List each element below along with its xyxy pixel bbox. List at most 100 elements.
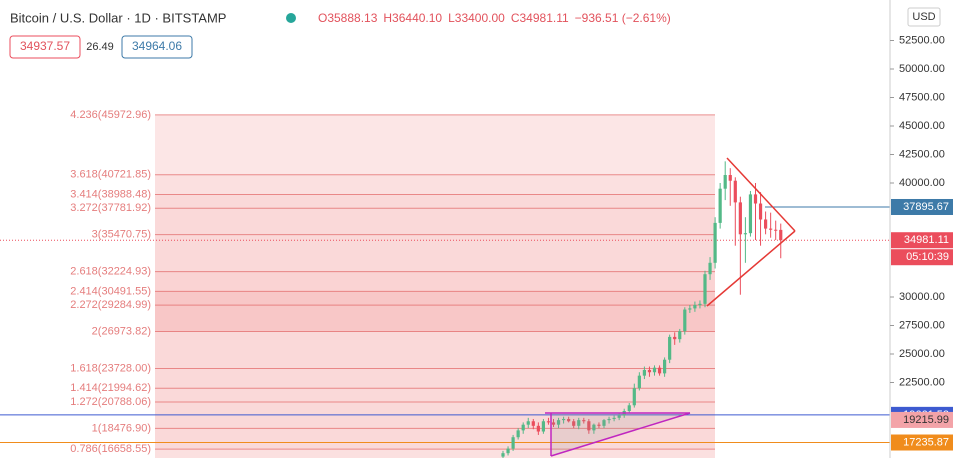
fib-label: 4.236(45972.96) xyxy=(70,109,151,121)
pennant-line xyxy=(706,230,796,307)
bid-box[interactable] xyxy=(9,35,81,59)
fib-band xyxy=(155,234,715,272)
candle-body xyxy=(753,194,758,204)
fib-label: 2(26973.82) xyxy=(92,325,151,337)
price-tag-label: 34981.11 xyxy=(904,234,949,246)
candle-body xyxy=(769,228,773,230)
y-tick-label: 27500.00 xyxy=(899,319,945,331)
fib-band xyxy=(155,388,715,403)
price-tag xyxy=(891,232,953,249)
price-tag xyxy=(891,434,953,451)
fib-label: 1.618(23728.00) xyxy=(70,362,151,374)
candle-body xyxy=(602,420,606,426)
fib-label: 3.414(38988.48) xyxy=(70,188,151,200)
candle-body xyxy=(612,417,616,419)
candle-body xyxy=(673,336,677,340)
currency: USD xyxy=(912,11,935,23)
price-tag-label: 19215.99 xyxy=(903,414,949,426)
price-tag-label: 17235.87 xyxy=(903,436,949,448)
candle-body xyxy=(556,420,561,425)
candle-body xyxy=(657,367,662,374)
candle-body xyxy=(683,309,687,332)
y-tick-label: 25000.00 xyxy=(899,348,945,360)
candle-body xyxy=(516,430,520,438)
candle-body xyxy=(764,219,768,229)
y-tick-label: 42500.00 xyxy=(899,148,945,160)
candle-body xyxy=(582,420,586,422)
candle-body xyxy=(511,437,515,449)
price-axis: 52500.00 50000.00 47500.00 45000.00 42500.00… xyxy=(889,0,953,458)
fib-band xyxy=(155,194,715,209)
plot-area: 4.236(45972.96) 3.618(40721.85) 3.414(3898… xyxy=(0,109,890,458)
price-tag-label: 37895.67 xyxy=(903,201,949,213)
ask: 34964.06 xyxy=(132,39,182,53)
candle-body xyxy=(708,262,712,275)
ask-box[interactable] xyxy=(121,35,193,59)
candle-body xyxy=(774,229,778,231)
y-tick-label: 40000.00 xyxy=(899,177,945,189)
candle-body xyxy=(551,422,556,425)
fib-band xyxy=(155,174,715,195)
candle-body xyxy=(647,369,652,373)
axis-background xyxy=(890,0,953,458)
symbol-title: Bitcoin / U.S. Dollar · 1D · BITSTAMP xyxy=(10,10,226,25)
candle-body xyxy=(678,331,682,340)
candle-body xyxy=(758,203,763,220)
candle-body xyxy=(572,421,576,426)
y-tick-label: 47500.00 xyxy=(899,91,945,103)
fib-band xyxy=(155,449,715,458)
fib-label: 1.414(21994.62) xyxy=(70,382,151,394)
price-tags: 37895.6734981.1105:10:3919661.5219215.99… xyxy=(891,198,953,451)
candle-body xyxy=(632,388,636,406)
fib-label: 2.414(30491.55) xyxy=(70,285,151,297)
status-dot xyxy=(286,13,296,23)
countdown: 05:10:39 xyxy=(906,251,949,263)
ohlc-value: L33400.00 xyxy=(448,11,505,25)
candle-body xyxy=(723,175,727,189)
candle-body xyxy=(637,375,641,389)
ohlc-value: O35888.13 xyxy=(318,11,378,25)
fib-label: 3(35470.75) xyxy=(92,229,151,241)
fib-label: 2.618(32224.93) xyxy=(70,266,151,278)
candle-body xyxy=(592,424,596,431)
candle-body xyxy=(536,425,540,432)
fib-band xyxy=(155,305,715,332)
pennant-line xyxy=(726,157,796,232)
fib-label: 3.272(37781.92) xyxy=(70,202,151,214)
fib-label: 1.272(20788.06) xyxy=(70,396,151,408)
ohlc: O35888.13 H36440.10 L33400.00 C34981.11 −936… xyxy=(318,11,671,25)
candle-body xyxy=(663,359,667,374)
candle-body xyxy=(627,405,631,411)
y-tick-label: 50000.00 xyxy=(899,63,945,75)
y-tick-label: 52500.00 xyxy=(899,34,945,46)
countdown-tag xyxy=(891,249,953,266)
candle-body xyxy=(718,188,722,223)
fib-band xyxy=(155,368,715,389)
candle-body xyxy=(587,421,591,431)
candle-body xyxy=(698,303,702,305)
candle-body xyxy=(577,420,581,426)
candle-body xyxy=(501,453,505,457)
candle-body xyxy=(713,222,717,263)
fib-label: 3.618(40721.85) xyxy=(70,169,151,181)
candle-body xyxy=(526,421,530,425)
triangle-line xyxy=(550,412,691,457)
candle-body xyxy=(617,415,621,418)
candle-body xyxy=(652,367,657,373)
fib-band xyxy=(155,428,715,450)
fib-label: 0.786(16658.55) xyxy=(70,443,151,455)
y-tick-label: 22500.00 xyxy=(899,376,945,388)
candle-body xyxy=(688,308,692,310)
candle-body xyxy=(779,229,783,241)
candle-body xyxy=(506,448,510,454)
candle-body xyxy=(521,424,525,431)
ohlc-value: H36440.10 xyxy=(383,11,442,25)
spread: 26.49 xyxy=(86,41,114,53)
candle-body xyxy=(668,336,672,360)
price-tag xyxy=(891,198,953,215)
candle-body xyxy=(531,421,535,426)
fib-band xyxy=(155,271,715,292)
price-tag xyxy=(891,411,953,428)
candle-body xyxy=(541,421,545,432)
candle-body xyxy=(562,418,566,421)
